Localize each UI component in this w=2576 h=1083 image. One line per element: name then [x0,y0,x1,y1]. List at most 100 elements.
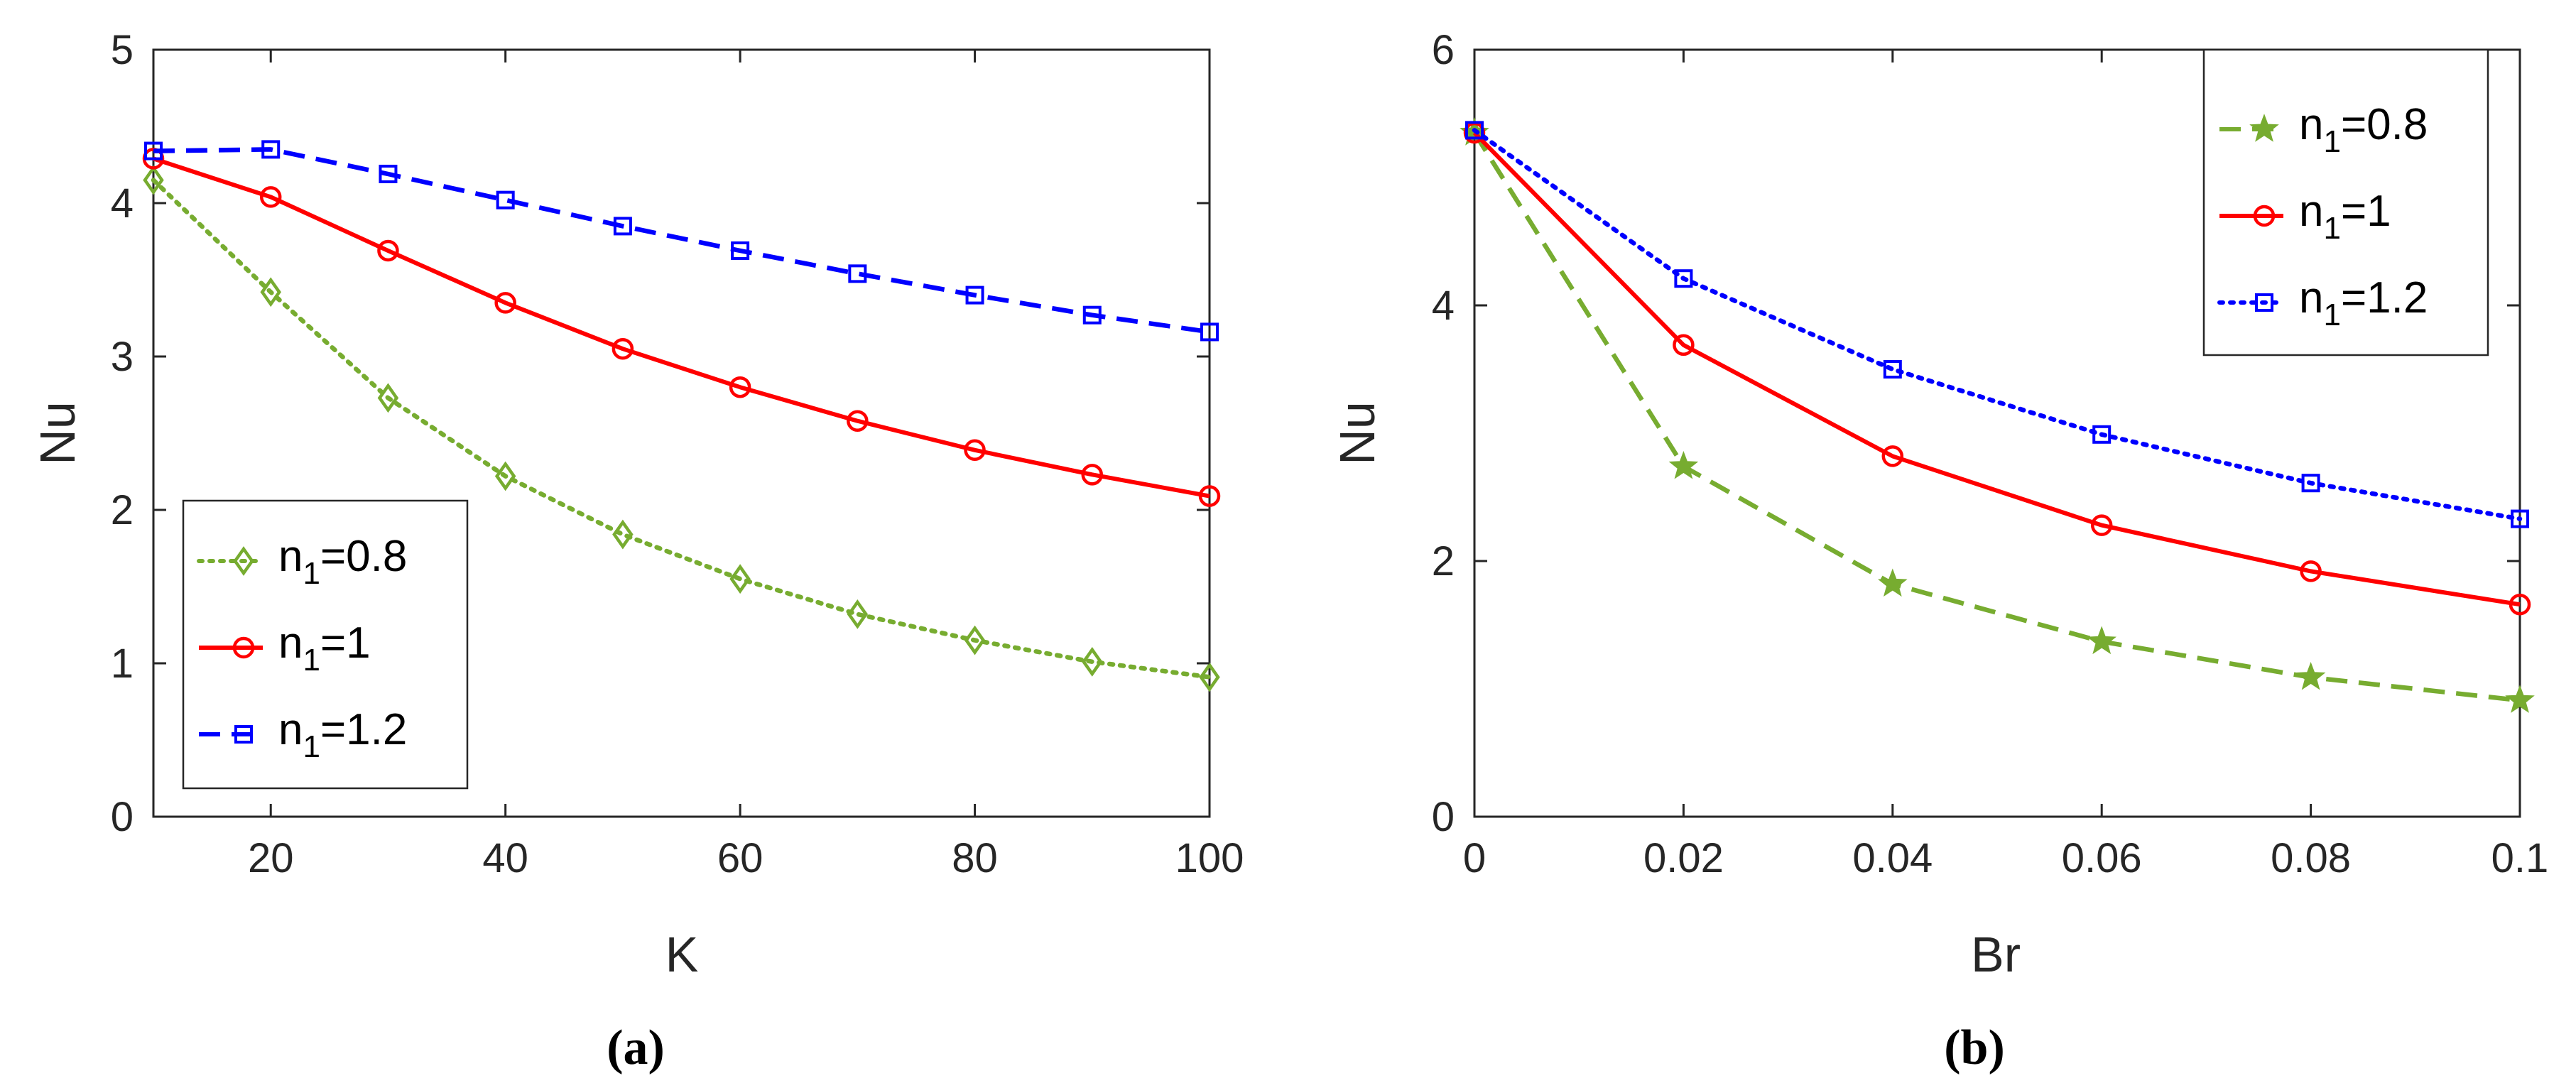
panel-b-legend-marker [2255,293,2273,312]
panel-b-point-n1=1.2 [1883,360,1902,379]
panel-a: 20 40 60 80 100 0 1 2 3 4 5 K Nu n1=0.8 n1=1 n1=1.2… [30,27,1244,1075]
panel-a-line-n1=1.2 [153,147,1210,334]
panel-a-caption: (a) [607,1021,665,1075]
panel-b-xlabel: Br [1971,927,2021,982]
panel-a-point-n1=0.8 [260,277,281,308]
panel-a-point-n1=1 [964,439,986,462]
panel-a-xtick-label: 80 [952,835,998,881]
panel-b-series-n1=1.2 [1465,121,2529,528]
panel-a-ytick-label: 0 [111,794,134,840]
panel-a-point-n1=1 [1081,464,1104,486]
panel-a-ytick-label: 1 [111,641,134,687]
panel-b-legend-marker [2249,114,2279,142]
panel-b-point-n1=1 [1881,445,1904,467]
panel-b-point-n1=0.8 [2505,685,2535,713]
panel-a-point-n1=1 [259,186,282,208]
panel-a-line-n1=1 [153,156,1210,499]
panel-b-point-n1=1.2 [2511,509,2529,528]
panel-a-legend-box [182,499,469,790]
panel-b-legend-label: n1=1.2 [2299,273,2428,332]
panel-b-line-n1=1.2 [1472,128,2523,521]
panel-a-point-n1=1.2 [144,141,163,160]
panel-b-point-n1=0.8 [2087,626,2117,655]
panel-a-legend-label: n1=0.8 [278,532,407,591]
panel-b-caption: (b) [1944,1021,2005,1075]
panel-b-xtick-label: 0.06 [2062,835,2142,881]
panel-b-point-n1=0.8 [2295,661,2326,690]
panel-b-legend-marker [2253,205,2276,227]
panel-a-ytick-label: 3 [111,334,134,380]
panel-a-point-n1=1 [612,337,634,360]
panel-a-line-n1=0.8 [151,178,1212,680]
panel-a-point-n1=1.2 [613,217,632,236]
panel-a-legend-marker [233,546,254,576]
panel-b-point-n1=1.2 [2092,425,2112,444]
panel-a-point-n1=1 [1198,485,1221,507]
panel-a-ytick-label: 4 [111,180,134,227]
panel-b-ytick-label: 4 [1432,283,1455,329]
panel-a-point-n1=0.8 [143,165,164,195]
panel-a-point-n1=0.8 [847,599,869,629]
panel-b-ytick-label: 0 [1432,794,1455,840]
panel-a-legend-marker [232,636,255,659]
panel-b-ytick-label: 2 [1432,538,1455,584]
panel-a-point-n1=1.2 [965,285,984,305]
panel-a-point-n1=1 [377,239,399,262]
panel-a-series-n1=1 [142,148,1221,507]
panel-b-line-n1=1 [1472,131,2521,607]
panel-a-point-n1=0.8 [729,564,751,594]
panel-a-ytick-label: 2 [111,487,134,533]
panel-b-series-n1=1 [1463,121,2531,616]
panel-b-xtick-label: 0.08 [2271,835,2351,881]
panel-a-point-n1=1.2 [496,190,515,209]
panel-b-xtick-label: 0.1 [2491,835,2549,881]
panel-b-point-n1=1 [2090,514,2113,536]
panel-a-point-n1=0.8 [494,461,516,491]
panel-a-xlabel: K [665,927,699,982]
panel-a-point-n1=0.8 [612,519,634,550]
panel-a-point-n1=1 [494,292,516,314]
panel-b-point-n1=1 [2509,593,2531,616]
panel-a-xtick-label: 100 [1175,835,1244,881]
panel-a-ytick-label: 5 [111,27,134,73]
panel-a-point-n1=1.2 [379,164,398,183]
panel-a-xtick-label: 60 [717,835,763,881]
panel-a-series-n1=1.2 [144,140,1219,342]
panel-a-point-n1=0.8 [964,625,986,655]
panel-a-point-n1=1 [847,410,869,432]
panel-a-legend-label: n1=1 [278,619,371,677]
panel-a-legend-label: n1=1.2 [278,705,407,764]
panel-b-xtick-label: 0 [1463,835,1486,881]
panel-a-point-n1=0.8 [377,383,399,413]
panel-a-xtick-label: 20 [248,835,294,881]
panel-b-point-n1=0.8 [1877,568,1908,597]
panel-a-point-n1=1.2 [1082,305,1102,325]
panel-a-point-n1=1.2 [848,264,867,283]
panel-b-xtick-label: 0.04 [1852,835,1933,881]
panel-b-point-n1=0.8 [1668,450,1699,479]
panel-b-legend-label: n1=0.8 [2299,100,2428,159]
panel-a-ylabel: Nu [30,401,85,464]
panel-b-legend: n1=0.8 n1=1 n1=1.2 [2202,48,2489,357]
panel-a-point-n1=0.8 [1199,662,1220,692]
panel-b-legend-label: n1=1 [2299,187,2391,246]
panel-b-point-n1=1.2 [1674,269,1693,288]
panel-a-point-n1=0.8 [1082,646,1103,677]
panel-b-ytick-label: 6 [1432,27,1455,73]
panel-b-point-n1=1.2 [1465,121,1484,140]
panel-a-series-n1=0.8 [143,165,1220,692]
panel-a-point-n1=1.2 [1200,322,1219,342]
panel-a-legend-marker [234,725,253,744]
panel-a-point-n1=1.2 [731,241,750,260]
panel-b-ylabel: Nu [1330,401,1385,464]
panel-b-point-n1=1 [1673,334,1695,357]
panel-b-point-n1=1 [2300,560,2322,582]
panel-a-point-n1=1 [729,376,751,398]
panel-b-xtick-label: 0.02 [1643,835,1724,881]
panel-a-xtick-label: 40 [482,835,528,881]
panel-a-point-n1=1.2 [261,140,281,159]
panel-a-legend: n1=0.8 n1=1 n1=1.2 [182,499,469,790]
panel-b-line-n1=0.8 [1472,131,2521,703]
